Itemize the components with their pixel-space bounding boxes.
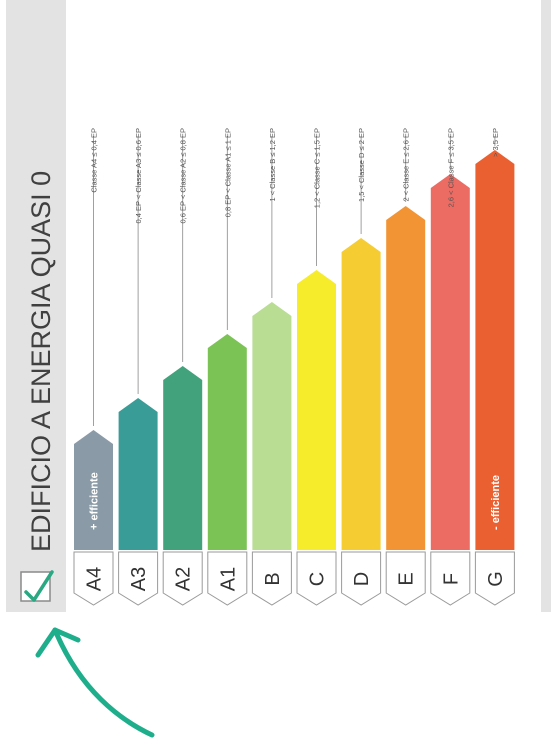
class-threshold-label: 0,6 EP < Classe A2 ≤ 0,8 EP xyxy=(179,128,188,224)
class-code-e: E xyxy=(396,572,418,585)
class-threshold-label: 2,6 < Classe F ≤ 3,5 EP xyxy=(446,128,455,207)
class-code-c: C xyxy=(307,572,329,586)
class-box-g xyxy=(474,551,515,606)
class-code-b: B xyxy=(262,572,284,585)
class-box-f xyxy=(430,551,471,606)
class-box-a3 xyxy=(118,551,159,606)
efficiency-worst-label: - efficiente xyxy=(490,475,502,530)
class-code-a3: A3 xyxy=(128,567,150,591)
class-bar-c xyxy=(297,270,336,550)
class-code-a4: A4 xyxy=(84,567,106,591)
class-code-a2: A2 xyxy=(173,567,195,591)
class-box-a2 xyxy=(162,551,203,606)
class-bar-a2 xyxy=(163,366,203,550)
page-title: EDIFICIO A ENERGIA QUASI 0 xyxy=(26,171,56,552)
class-bar-a1 xyxy=(207,334,247,550)
class-bar-e xyxy=(386,206,426,550)
class-threshold-label: 0,8 EP < Classe A1 ≤ 1 EP xyxy=(223,128,232,217)
arrow-shaft xyxy=(52,627,155,738)
class-box-d xyxy=(341,551,382,606)
class-threshold-label: 2 < Classe E ≤ 2,6 EP xyxy=(402,128,411,202)
class-bar-f xyxy=(430,174,470,550)
class-box-c xyxy=(296,551,337,606)
class-bar-b xyxy=(252,302,292,550)
energy-class-card: EDIFICIO A ENERGIA QUASI 0 A4 Classe A4 ≤… xyxy=(6,0,551,612)
efficiency-best-label: + efficiente xyxy=(89,472,101,530)
checkmark-icon xyxy=(24,570,54,602)
selection-checkbox[interactable] xyxy=(20,570,54,602)
class-bar-d xyxy=(341,238,381,550)
energy-class-scale: EDIFICIO A ENERGIA QUASI 0 A4 Classe A4 ≤… xyxy=(6,0,551,612)
class-box-b xyxy=(251,551,292,606)
arrow-head xyxy=(35,627,81,658)
class-bar-a3 xyxy=(118,398,158,550)
class-code-g: G xyxy=(485,571,507,587)
class-threshold-label: 1,5 < Classe D ≤ 2 EP xyxy=(357,128,366,202)
class-threshold-label: 0,4 EP < Classe A3 ≤ 0,6 EP xyxy=(134,128,143,224)
class-threshold-label: 1 < Classe B ≤ 1,2 EP xyxy=(268,128,277,202)
class-threshold-label: 1,2 < Classe C ≤ 1,5 EP xyxy=(313,128,322,208)
class-box-a1 xyxy=(207,551,248,606)
class-bar-g xyxy=(475,150,515,550)
class-code-a1: A1 xyxy=(217,567,239,591)
class-threshold-label: > 3,5 EP xyxy=(491,128,500,157)
class-code-d: D xyxy=(351,572,373,586)
class-box-e xyxy=(385,551,426,606)
class-code-f: F xyxy=(440,573,462,585)
class-bar-a4 xyxy=(74,430,113,550)
class-threshold-label: Classe A4 ≤ 0,4 EP xyxy=(90,128,99,193)
class-box-a4 xyxy=(73,551,114,606)
